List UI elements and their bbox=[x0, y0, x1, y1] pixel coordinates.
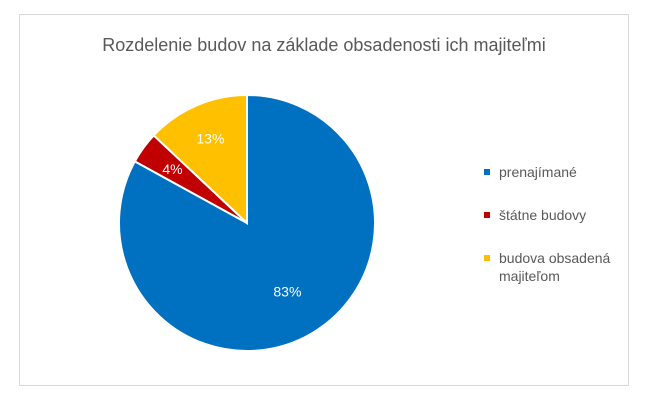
data-label-prenajimane: 83% bbox=[273, 283, 301, 299]
chart-title: Rozdelenie budov na základe obsadenosti … bbox=[102, 35, 546, 55]
legend-label-prenajimane: prenajímané bbox=[499, 164, 577, 180]
legend-label-statne-budovy: štátne budovy bbox=[499, 207, 587, 223]
legend-swatch-statne-budovy bbox=[484, 212, 490, 218]
legend-swatch-budova-obsadena bbox=[484, 255, 490, 261]
legend-label-budova-obsadena: budova obsadená majiteľom bbox=[499, 250, 611, 284]
pie-chart: 83% 4% 13% bbox=[118, 93, 376, 352]
legend-item-statne-budovy: štátne budovy bbox=[484, 206, 644, 224]
data-label-statne-budovy: 4% bbox=[162, 161, 182, 177]
pie-slice-budova-obsadena bbox=[152, 93, 248, 226]
data-label-budova-obsadena: 13% bbox=[196, 130, 224, 146]
legend: prenajímané štátne budovy budova obsaden… bbox=[484, 163, 644, 310]
legend-item-budova-obsadena: budova obsadená majiteľom bbox=[484, 249, 644, 285]
chart-area: Rozdelenie budov na základe obsadenosti … bbox=[19, 14, 629, 386]
legend-item-prenajimane: prenajímané bbox=[484, 163, 644, 181]
legend-swatch-prenajimane bbox=[484, 169, 490, 175]
